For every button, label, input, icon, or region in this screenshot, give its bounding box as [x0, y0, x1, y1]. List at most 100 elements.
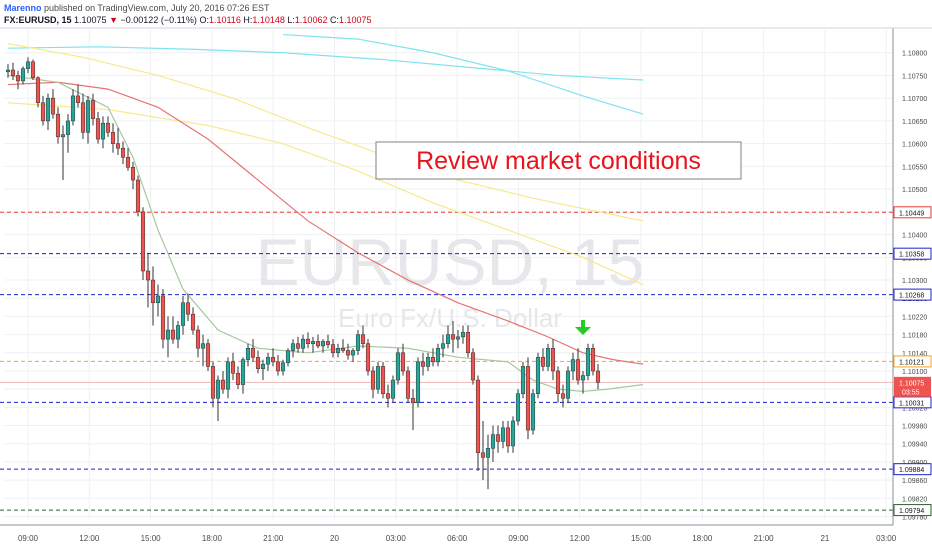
chart-header: Marenno published on TradingView.com, Ju… — [4, 2, 372, 26]
candle-body — [145, 270, 151, 281]
candle-body — [505, 427, 511, 447]
candle-body — [110, 132, 116, 144]
candle-body — [315, 341, 321, 347]
candle-body — [275, 361, 281, 372]
candle-body — [215, 379, 221, 399]
candle-body — [330, 344, 336, 354]
watermark-name: Euro Fx/U.S. Dollar — [338, 303, 562, 333]
candle-body — [350, 350, 356, 356]
price-tick-label: 1.10700 — [902, 96, 927, 103]
candle-body — [155, 295, 161, 304]
candle-body — [365, 343, 371, 372]
candle-body — [140, 211, 146, 272]
candle-body — [290, 343, 296, 351]
candle-body — [390, 379, 396, 399]
candle-body — [335, 347, 341, 354]
countdown-label: 03:55 — [902, 389, 920, 396]
candles — [5, 57, 601, 490]
candle-body — [405, 370, 411, 399]
level-price-box — [893, 504, 932, 517]
candle-body — [235, 372, 241, 385]
candle-body — [470, 352, 476, 381]
symbol-label[interactable]: FX:EURUSD, 15 — [4, 15, 72, 25]
candle-body — [490, 434, 496, 449]
candle-body — [285, 350, 291, 364]
high-value: 1.10148 — [252, 15, 285, 25]
candle-body — [540, 357, 546, 367]
candle-body — [510, 420, 516, 447]
candle-body — [20, 68, 26, 82]
candle-body — [465, 332, 471, 354]
low-label: L: — [287, 15, 295, 25]
ma-line — [282, 33, 644, 115]
candle-body — [10, 69, 16, 76]
candle-body — [160, 295, 166, 340]
candle-body — [245, 347, 251, 360]
candle-body — [100, 122, 106, 140]
price-tick-label: 1.10750 — [902, 73, 927, 80]
price-tick-label: 1.10550 — [902, 164, 927, 171]
candle-body — [250, 347, 256, 358]
price-tick-label: 1.10400 — [902, 233, 927, 240]
candle-body — [500, 427, 506, 442]
candle-body — [130, 167, 136, 181]
horizontal-levels — [0, 211, 893, 511]
price-tick-label: 1.09940 — [902, 442, 927, 449]
last-price: 1.10075 — [74, 15, 107, 25]
candle-body — [310, 341, 316, 344]
candle-body — [220, 379, 226, 390]
open-value: 1.10116 — [208, 15, 241, 25]
close-value: 1.10075 — [338, 15, 372, 25]
candle-body — [65, 120, 71, 135]
moving-averages — [7, 33, 644, 393]
candle-body — [180, 302, 186, 326]
candle-body — [295, 343, 301, 349]
candle-body — [55, 113, 61, 138]
candle-body — [305, 338, 311, 344]
price-tick-label: 1.10650 — [902, 119, 927, 126]
price-tick-label: 1.09860 — [902, 478, 927, 485]
candle-body — [545, 347, 551, 367]
annotation-text: Review market conditions — [416, 147, 701, 175]
candle-body — [520, 366, 526, 394]
candle-body — [60, 134, 66, 138]
time-tick-label: 03:00 — [876, 534, 897, 543]
candle-body — [320, 341, 326, 347]
candle-body — [210, 366, 216, 399]
time-tick-label: 09:00 — [18, 534, 39, 543]
candle-body — [70, 95, 76, 122]
level-price-label: 1.09794 — [899, 508, 924, 515]
candle-body — [85, 100, 91, 133]
price-tick-label: 1.10100 — [902, 369, 927, 376]
candle-body — [175, 325, 181, 340]
candle-body — [120, 147, 126, 158]
down-triangle-icon: ▼ — [109, 15, 119, 25]
time-tick-label: 15:00 — [141, 534, 162, 543]
candle-body — [595, 370, 601, 383]
candle-body — [430, 357, 436, 363]
candle-body — [585, 347, 591, 376]
candle-body — [550, 347, 556, 372]
price-tick-label: 1.10300 — [902, 278, 927, 285]
low-value: 1.10062 — [294, 15, 328, 25]
candle-body — [75, 95, 81, 103]
annotation-box[interactable]: Review market conditions — [375, 141, 742, 180]
current-price-box — [894, 376, 931, 397]
candle-body — [200, 343, 206, 349]
publish-info: published on TradingView.com, July 20, 2… — [44, 3, 270, 13]
candle-body — [340, 347, 346, 351]
price-tick-label: 1.09780 — [902, 514, 927, 521]
candle-body — [580, 375, 586, 381]
price-tick-label: 1.10220 — [902, 314, 927, 321]
candle-body — [265, 357, 271, 365]
time-tick-label: 12:00 — [79, 534, 100, 543]
candle-body — [590, 347, 596, 372]
price-axis-bg — [893, 0, 932, 550]
candle-body — [435, 347, 441, 363]
signal-arrows — [575, 320, 591, 335]
author-name[interactable]: Marenno — [4, 3, 42, 13]
candle-body — [575, 359, 581, 381]
candle-body — [5, 69, 11, 73]
